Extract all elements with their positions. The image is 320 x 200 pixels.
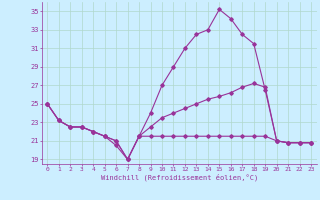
X-axis label: Windchill (Refroidissement éolien,°C): Windchill (Refroidissement éolien,°C)	[100, 173, 258, 181]
